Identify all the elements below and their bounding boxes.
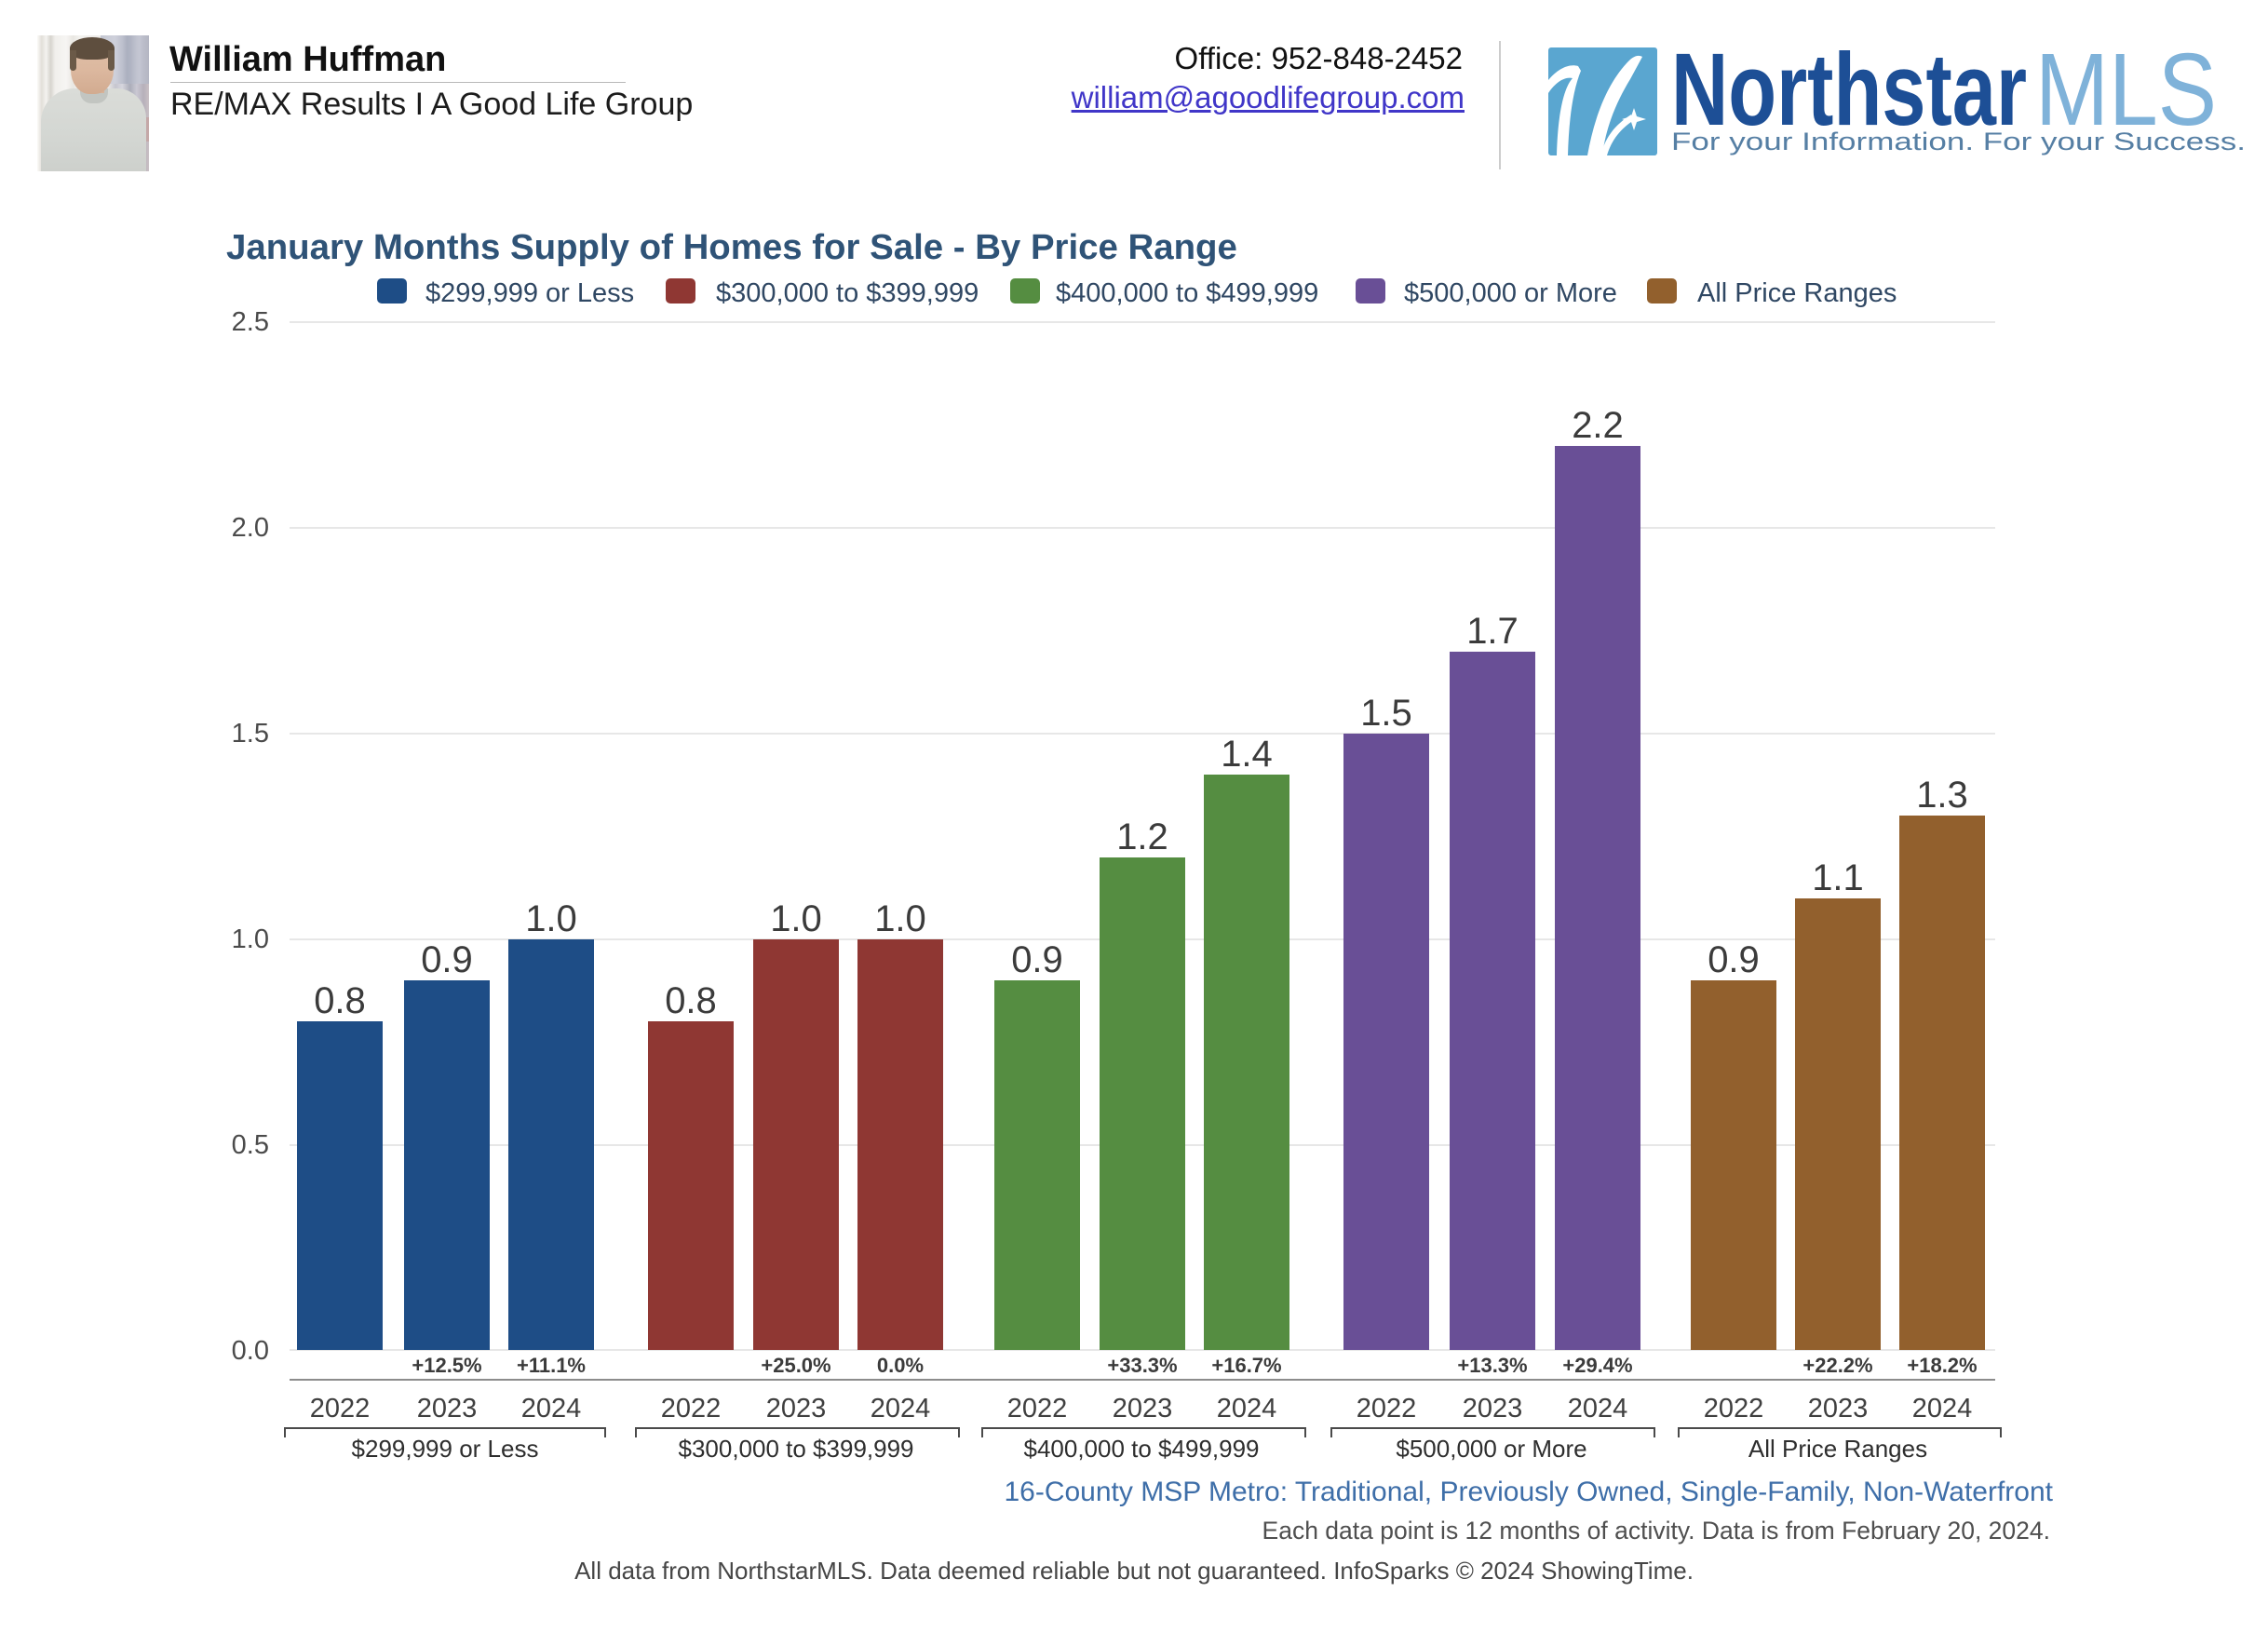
svg-text:Northstar: Northstar xyxy=(1671,37,2027,147)
svg-text:For your Information. For your: For your Information. For your Success. xyxy=(1671,128,2246,155)
svg-text:MLS: MLS xyxy=(2035,37,2217,147)
